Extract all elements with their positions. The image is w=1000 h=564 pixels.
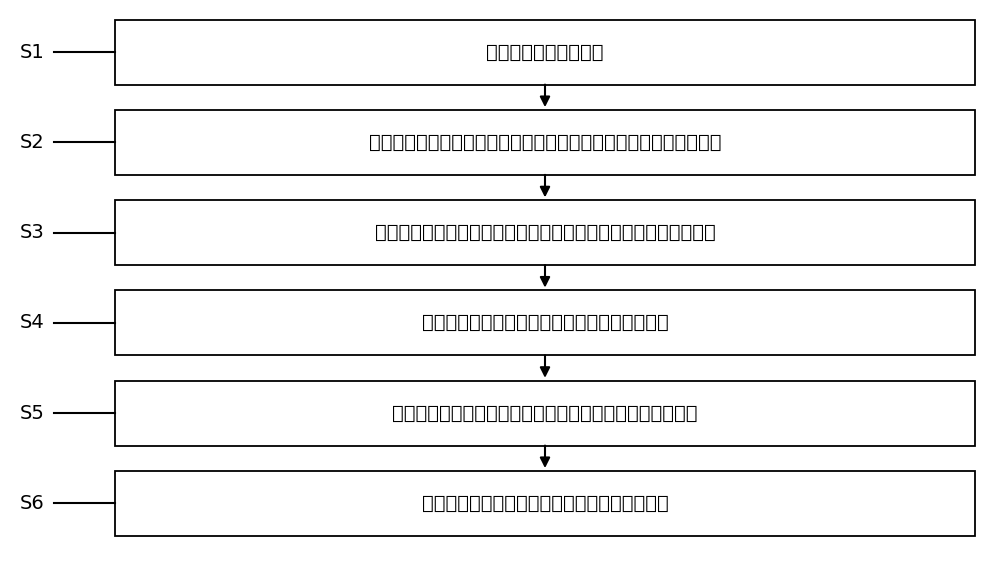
- Text: 以起始采样数据为起点在波形数据中采样，从而得到波形采样数据: 以起始采样数据为起点在波形数据中采样，从而得到波形采样数据: [375, 223, 715, 242]
- Text: 根据过零点数据和拟合点数据得到超声波波形的起振点时间: 根据过零点数据和拟合点数据得到超声波波形的起振点时间: [392, 404, 698, 422]
- Text: 确定波形采样数据中的过零点数据和拟合点数据: 确定波形采样数据中的过零点数据和拟合点数据: [422, 314, 668, 332]
- Text: S1: S1: [20, 43, 44, 61]
- Text: 确定波形数据中第一个满足阈值条件的数据，从而得到起始采样数据: 确定波形数据中第一个满足阈值条件的数据，从而得到起始采样数据: [369, 133, 721, 152]
- Text: 获取超声波的波形数据: 获取超声波的波形数据: [486, 43, 604, 61]
- Text: S4: S4: [20, 314, 44, 332]
- Bar: [115, 110, 975, 175]
- Bar: [115, 290, 975, 355]
- Text: S2: S2: [20, 133, 44, 152]
- Bar: [115, 381, 975, 446]
- Bar: [115, 20, 975, 85]
- Text: S6: S6: [20, 494, 44, 513]
- Bar: [115, 471, 975, 536]
- Text: S3: S3: [20, 223, 44, 242]
- Text: S5: S5: [20, 404, 44, 422]
- Text: 根据起振点时间得到超声波的收发端之间的距离: 根据起振点时间得到超声波的收发端之间的距离: [422, 494, 668, 513]
- Bar: [115, 200, 975, 265]
